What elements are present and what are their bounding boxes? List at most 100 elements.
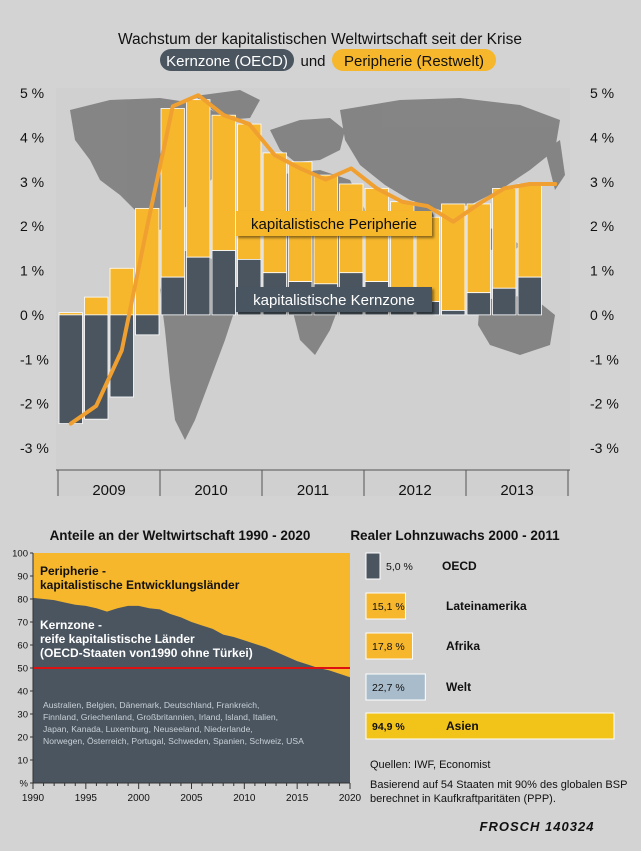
shares-y-tick: 80 bbox=[17, 595, 28, 606]
shares-x-tick: 2010 bbox=[233, 793, 256, 804]
wage-category-label: Lateinamerika bbox=[446, 599, 527, 613]
growth-y-tick-right: -1 % bbox=[590, 351, 619, 367]
core-bar bbox=[109, 314, 134, 398]
growth-y-tick-left: -2 % bbox=[20, 396, 49, 412]
periphery-bar bbox=[84, 296, 109, 316]
artist-credit: FROSCH 140324 bbox=[480, 819, 595, 834]
growth-y-tick-left: 2 % bbox=[20, 218, 44, 234]
wage-bar bbox=[365, 552, 381, 580]
growth-y-tick-right: 2 % bbox=[590, 218, 614, 234]
wage-value-label: 5,0 % bbox=[386, 561, 413, 573]
periphery-area-label-2: kapitalistische Entwicklungsländer bbox=[40, 578, 240, 592]
subtitle-und: und bbox=[300, 53, 325, 70]
growth-y-tick-left: 0 % bbox=[20, 307, 44, 323]
shares-x-tick: 2020 bbox=[339, 793, 362, 804]
growth-x-axis: 2009 2010 2011 2012 2013 bbox=[56, 469, 570, 499]
countries-line-2: Finnland, Griechenland, Großbritannien, … bbox=[43, 712, 278, 722]
periphery-bar bbox=[517, 183, 542, 278]
growth-y-tick-right: 3 % bbox=[590, 174, 614, 190]
shares-y-tick: 70 bbox=[17, 618, 28, 629]
shares-core-area bbox=[33, 597, 350, 783]
shares-y-tick: 60 bbox=[17, 641, 28, 652]
core-label: kapitalistische Kernzone bbox=[253, 292, 415, 309]
wage-value-label: 22,7 % bbox=[372, 682, 405, 694]
shares-x-tick: 1990 bbox=[22, 793, 45, 804]
core-bar bbox=[186, 256, 211, 316]
growth-y-tick-left: 5 % bbox=[20, 85, 44, 101]
growth-y-tick-left: 1 % bbox=[20, 263, 44, 279]
core-bar bbox=[492, 287, 517, 316]
core-bar bbox=[160, 276, 185, 316]
growth-y-tick-left: 3 % bbox=[20, 174, 44, 190]
wage-bar bbox=[365, 712, 615, 740]
periphery-label: kapitalistische Peripherie bbox=[251, 216, 417, 233]
sources-line-1: Quellen: IWF, Economist bbox=[370, 759, 490, 771]
growth-x-tick: 2012 bbox=[398, 482, 431, 499]
subtitle-core-pill bbox=[160, 49, 294, 71]
wage-value-label: 15,1 % bbox=[372, 601, 405, 613]
growth-y-labels-left: 5 % 4 % 3 % 2 % 1 % 0 % -1 % -2 % -3 % bbox=[20, 85, 49, 456]
shares-x-tick: 2015 bbox=[286, 793, 309, 804]
periphery-bar bbox=[211, 114, 236, 251]
periphery-area-label-1: Peripherie - bbox=[40, 564, 106, 578]
shares-y-tick: 40 bbox=[17, 687, 28, 698]
countries-line-4: Norwegen, Österreich, Portugal, Schweden… bbox=[43, 736, 304, 746]
shares-y-tick: 90 bbox=[17, 572, 28, 583]
wage-category-label: Afrika bbox=[446, 639, 480, 653]
shares-y-axis: % 10 20 30 40 50 60 70 80 90 100 bbox=[12, 549, 34, 790]
shares-x-tick: 2005 bbox=[180, 793, 203, 804]
shares-y-tick: 10 bbox=[17, 756, 28, 767]
shares-y-tick: 50 bbox=[17, 664, 28, 675]
shares-chart: % 10 20 30 40 50 60 70 80 90 100 1990 1995 2000 2005 2… bbox=[12, 549, 361, 805]
wages-chart: 5,0 % OECD 15,1 % Lateinamerika 17,8 % Afrika… bbox=[365, 552, 615, 740]
wages-title: Realer Lohnzuwachs 2000 - 2011 bbox=[350, 528, 560, 543]
shares-title: Anteile an der Weltwirtschaft 1990 - 202… bbox=[50, 528, 311, 543]
subtitle-periphery: Peripherie (Restwelt) bbox=[344, 53, 484, 70]
wage-bar bbox=[365, 592, 406, 620]
growth-y-tick-right: -3 % bbox=[590, 440, 619, 456]
growth-y-tick-left: 4 % bbox=[20, 129, 44, 145]
growth-y-tick-left: -1 % bbox=[20, 351, 49, 367]
periphery-bar bbox=[160, 108, 185, 278]
core-bar bbox=[211, 250, 236, 316]
periphery-bar bbox=[492, 188, 517, 289]
wage-category-label: Welt bbox=[446, 680, 471, 694]
core-bar bbox=[135, 314, 160, 336]
wage-value-label: 94,9 % bbox=[372, 721, 405, 733]
growth-y-tick-right: 1 % bbox=[590, 263, 614, 279]
core-bar bbox=[466, 292, 491, 316]
growth-x-tick: 2013 bbox=[500, 482, 533, 499]
shares-y-tick: 30 bbox=[17, 710, 28, 721]
countries-line-3: Japan, Kanada, Luxemburg, Neuseeland, Ni… bbox=[43, 724, 253, 734]
core-bar bbox=[517, 276, 542, 316]
countries-line-1: Australien, Belgien, Dänemark, Deutschla… bbox=[43, 700, 259, 710]
core-bar bbox=[441, 310, 466, 316]
shares-x-tick: 2000 bbox=[128, 793, 151, 804]
growth-y-labels-right: 5 % 4 % 3 % 2 % 1 % 0 % -1 % -2 % -3 % bbox=[590, 85, 619, 456]
wage-category-label: OECD bbox=[442, 559, 477, 573]
growth-y-tick-right: 0 % bbox=[590, 307, 614, 323]
growth-y-tick-right: 4 % bbox=[590, 129, 614, 145]
chart-title: Wachstum der kapitalistischen Weltwirtsc… bbox=[118, 31, 522, 48]
growth-x-tick: 2011 bbox=[297, 482, 329, 499]
total-growth-line bbox=[68, 93, 558, 426]
sources-line-2: Basierend auf 54 Staaten mit 90% des glo… bbox=[370, 779, 627, 791]
periphery-label-box bbox=[236, 211, 432, 236]
periphery-bar bbox=[466, 203, 491, 294]
core-area-label-3: (OECD-Staaten von1990 ohne Türkei) bbox=[40, 646, 253, 660]
core-label-box bbox=[236, 287, 432, 312]
growth-x-tick: 2010 bbox=[194, 482, 227, 499]
sources-line-3: berechnet in Kaufkraftparitäten (PPP). bbox=[370, 793, 556, 805]
periphery-bar bbox=[237, 123, 262, 260]
wage-category-label: Asien bbox=[446, 719, 479, 733]
shares-y-tick: 100 bbox=[12, 549, 28, 560]
shares-y-tick: % bbox=[20, 779, 29, 790]
growth-chart: 5 % 4 % 3 % 2 % 1 % 0 % -1 % -2 % -3 % 5 % 4 % 3 %… bbox=[20, 85, 619, 499]
core-bar bbox=[58, 314, 83, 424]
growth-y-tick-right: -2 % bbox=[590, 396, 619, 412]
wage-value-label: 17,8 % bbox=[372, 641, 405, 653]
shares-x-tick: 1995 bbox=[75, 793, 98, 804]
core-area-label-2: reife kapitalistische Länder bbox=[40, 632, 195, 646]
core-area-label-1: Kernzone - bbox=[40, 618, 102, 632]
